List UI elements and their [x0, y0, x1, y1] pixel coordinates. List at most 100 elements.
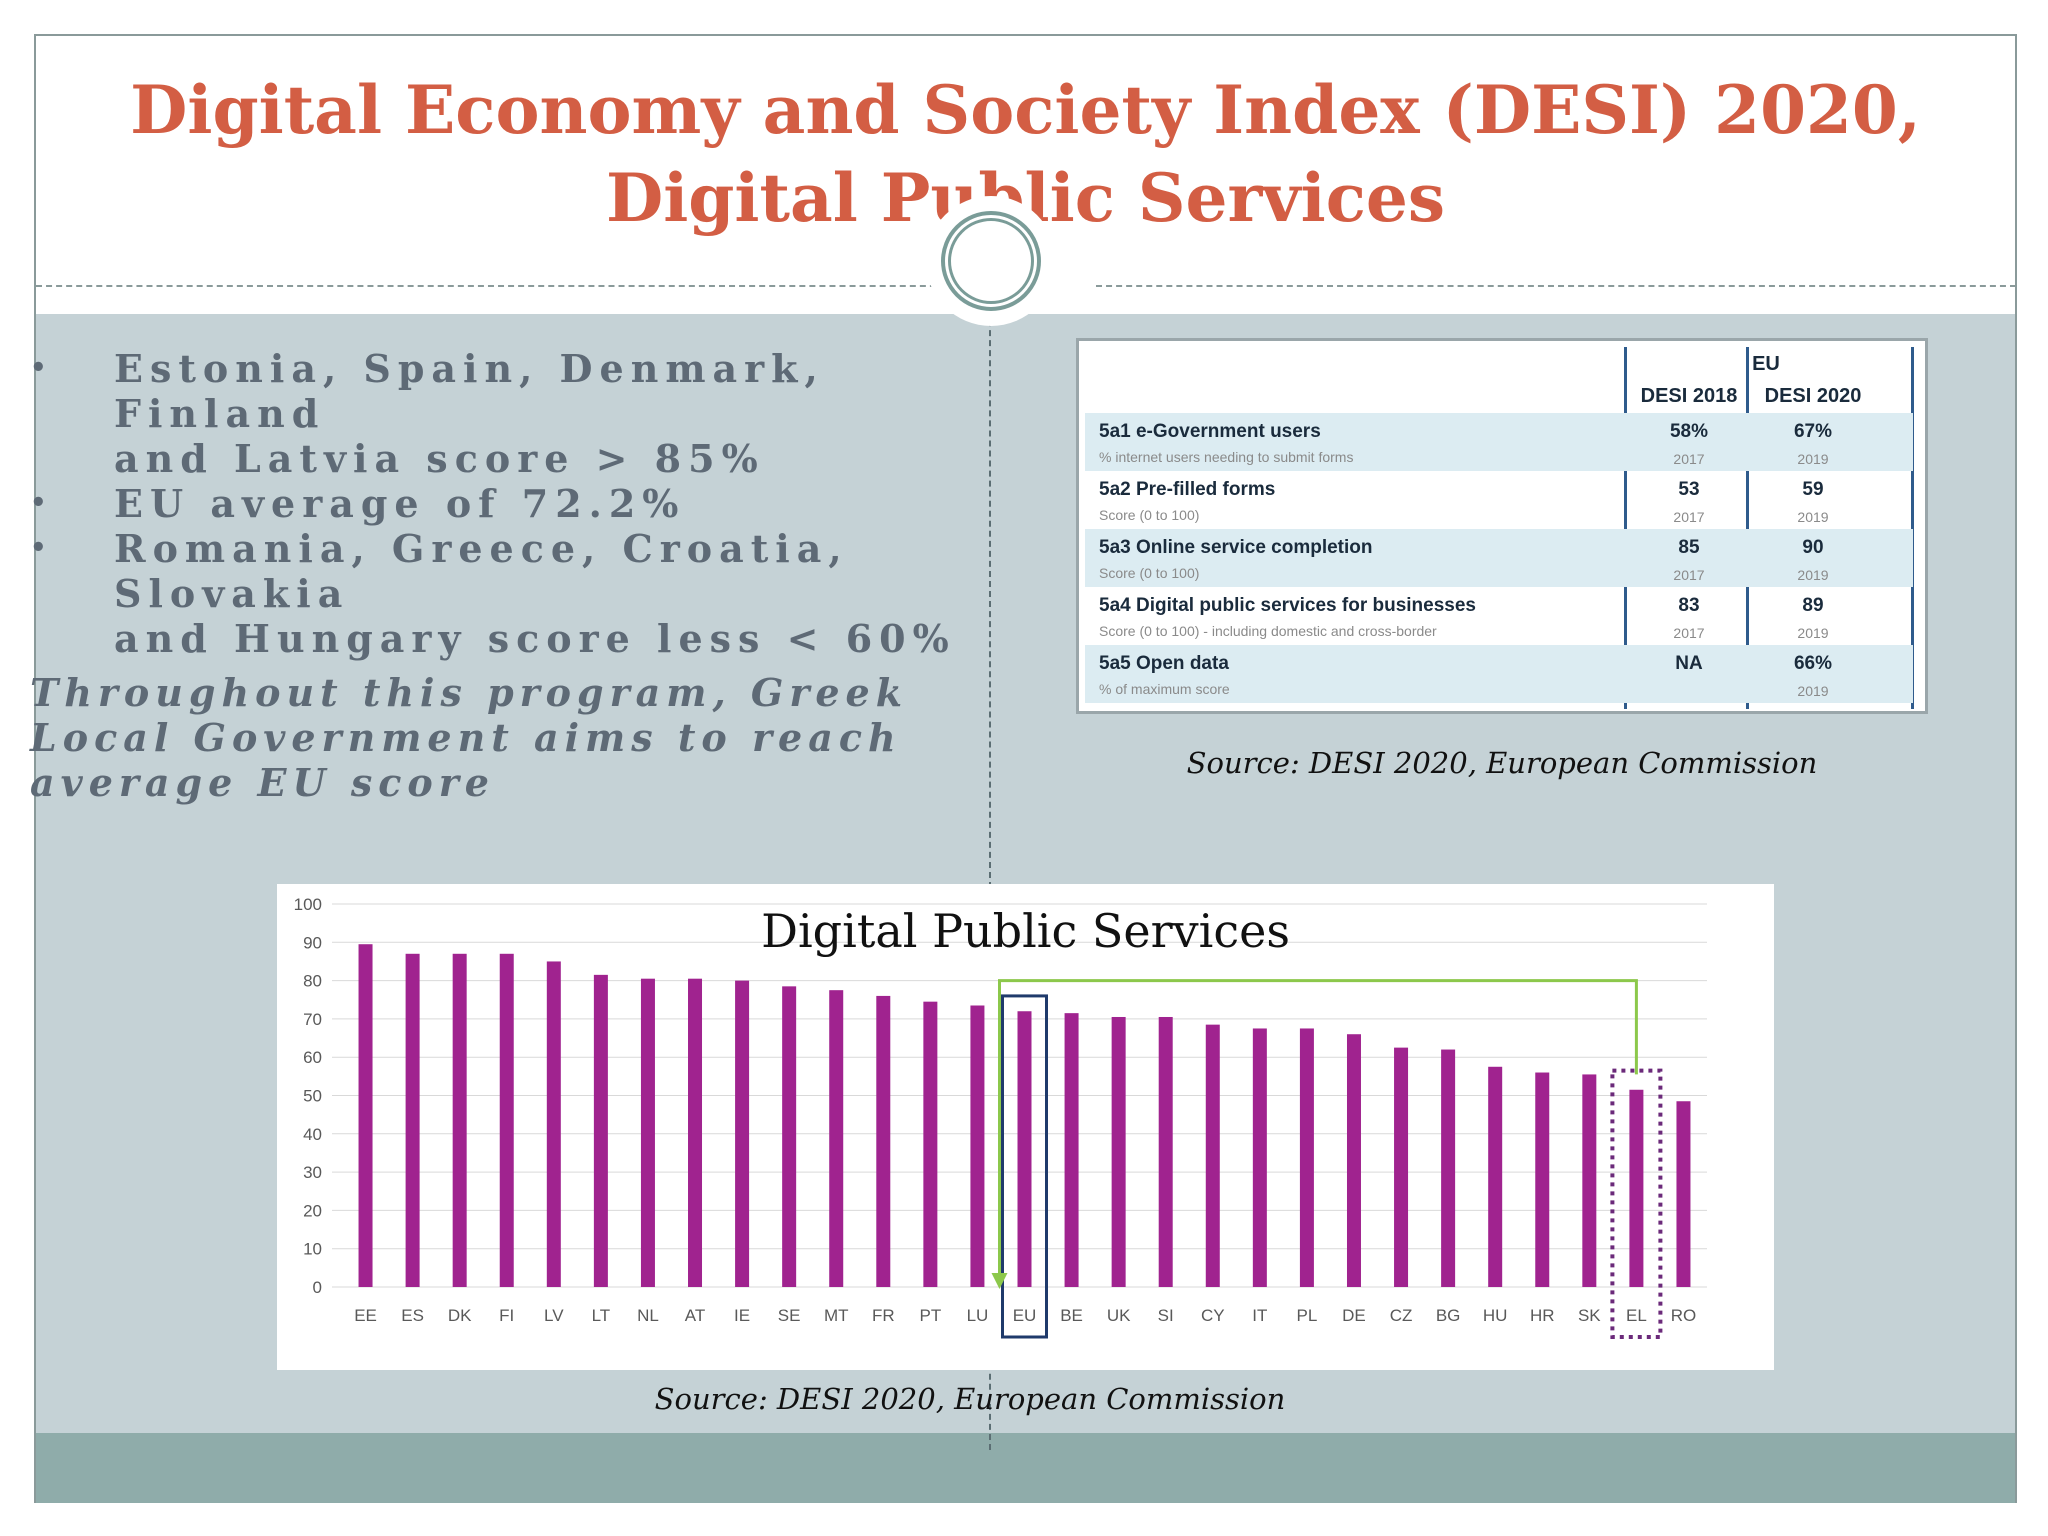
- y-tick-label: 30: [303, 1163, 322, 1182]
- x-tick-label: BE: [1060, 1306, 1083, 1325]
- slide-title-line-1: Digital Economy and Society Index (DESI)…: [130, 71, 1921, 149]
- indicator-unit: % of maximum score: [1099, 681, 1230, 697]
- table-group-header: EU: [1752, 353, 1780, 375]
- vertical-divider: [989, 300, 991, 1450]
- x-tick-label: EU: [1013, 1306, 1037, 1325]
- value-2018: NA: [1675, 653, 1703, 674]
- program-note-line: Throughout this program, Greek: [30, 670, 909, 715]
- year-2020: 2019: [1797, 509, 1829, 525]
- bullet-text-line: Romania, Greece, Croatia, Slovakia: [114, 526, 849, 616]
- x-tick-label: FR: [872, 1306, 895, 1325]
- bar: [499, 953, 514, 1287]
- y-tick-label: 10: [303, 1240, 322, 1259]
- y-tick-label: 40: [303, 1125, 322, 1144]
- indicator-unit: % internet users needing to submit forms: [1099, 449, 1354, 465]
- bullet-text-line: and Hungary score less < 60%: [114, 616, 956, 661]
- y-tick-label: 100: [294, 895, 322, 914]
- x-tick-label: HU: [1483, 1306, 1508, 1325]
- program-note-line: average EU score: [30, 760, 495, 805]
- x-tick-label: DE: [1342, 1306, 1366, 1325]
- bar: [1111, 1016, 1126, 1287]
- x-tick-label: CZ: [1390, 1306, 1413, 1325]
- bar: [876, 995, 891, 1287]
- indicator-name: 5a5 Open data: [1099, 653, 1229, 674]
- table-column-divider: [1911, 347, 1914, 709]
- y-tick-label: 0: [313, 1278, 322, 1297]
- year-2018: 2017: [1673, 625, 1705, 641]
- x-tick-label: EL: [1626, 1306, 1647, 1325]
- y-tick-label: 50: [303, 1087, 322, 1106]
- year-2020: 2019: [1797, 625, 1829, 641]
- program-note-line: Local Government aims to reach: [30, 715, 902, 760]
- bullet-item: • EU average of 72.2%: [30, 481, 1020, 526]
- x-tick-label: MT: [824, 1306, 849, 1325]
- value-2018: 85: [1678, 537, 1700, 558]
- value-2018: 83: [1678, 595, 1700, 616]
- indicator-unit: Score (0 to 100): [1099, 507, 1200, 523]
- bar: [1394, 1047, 1409, 1287]
- footer-band: [36, 1433, 2015, 1503]
- table-column-header: DESI 2018: [1640, 385, 1738, 407]
- circle-ornament-inner-ring: [948, 218, 1034, 304]
- table-column-divider: [1746, 347, 1749, 709]
- year-2020: 2019: [1797, 567, 1829, 583]
- title-divider-left: [36, 285, 956, 287]
- bullet-item: • Estonia, Spain, Denmark, Finland and L…: [30, 346, 1020, 481]
- x-tick-label: CY: [1201, 1306, 1225, 1325]
- x-tick-label: PT: [919, 1306, 941, 1325]
- greece-highlight-box: [1610, 1068, 1663, 1339]
- eu-indicator-table: EU DESI 2018 DESI 2020 5a1 e-Government …: [1076, 338, 1928, 714]
- program-note: Throughout this program, Greek Local Gov…: [30, 670, 930, 805]
- y-tick-label: 70: [303, 1010, 322, 1029]
- bullet-text-line: EU average of 72.2%: [114, 481, 686, 526]
- year-2018: 2017: [1673, 567, 1705, 583]
- x-tick-label: LU: [967, 1306, 989, 1325]
- table-row: 5a3 Online service completion Score (0 t…: [1085, 529, 1913, 587]
- y-tick-label: 90: [303, 933, 322, 952]
- bar: [1441, 1049, 1456, 1287]
- bullet-text-line: Estonia, Spain, Denmark, Finland: [114, 346, 825, 436]
- year-2018: 2017: [1673, 451, 1705, 467]
- y-tick-label: 60: [303, 1048, 322, 1067]
- value-2020: 67%: [1793, 421, 1833, 442]
- x-tick-label: SE: [778, 1306, 801, 1325]
- slide-title: Digital Economy and Society Index (DESI)…: [76, 66, 1975, 242]
- bar: [1017, 1011, 1032, 1287]
- x-tick-label: IE: [734, 1306, 750, 1325]
- bar: [1205, 1024, 1220, 1287]
- bar: [1346, 1034, 1361, 1287]
- x-tick-label: EE: [354, 1306, 377, 1325]
- bar: [970, 1005, 985, 1287]
- x-tick-label: HR: [1530, 1306, 1555, 1325]
- bar: [1252, 1028, 1267, 1287]
- value-2018: 58%: [1669, 421, 1709, 442]
- bullet-dot: •: [30, 353, 47, 383]
- indicator-name: 5a1 e-Government users: [1099, 421, 1321, 442]
- x-tick-label: NL: [637, 1306, 659, 1325]
- indicator-name: 5a4 Digital public services for business…: [1099, 595, 1476, 616]
- value-2020: 66%: [1793, 653, 1833, 674]
- bar: [1629, 1089, 1644, 1287]
- x-tick-label: RO: [1671, 1306, 1697, 1325]
- bullet-text-line: and Latvia score > 85%: [114, 436, 765, 481]
- year-2020: 2019: [1797, 451, 1829, 467]
- x-tick-label: FI: [499, 1306, 514, 1325]
- value-2020: 59: [1802, 479, 1824, 500]
- x-tick-label: IT: [1252, 1306, 1267, 1325]
- indicator-unit: Score (0 to 100) - including domestic an…: [1099, 623, 1437, 639]
- year-2018: 2017: [1673, 509, 1705, 525]
- connector-arrowhead: [991, 1273, 1008, 1289]
- table-row: 5a5 Open data % of maximum score NA 66% …: [1085, 645, 1913, 703]
- chart-container: 0 10 20 30 40 50 60 70 80 90 100 EE ES DK FI LV LT NL AT IE…: [277, 884, 1774, 1370]
- value-2020: 89: [1802, 595, 1824, 616]
- bullet-dot: •: [30, 488, 47, 518]
- x-tick-label: BG: [1436, 1306, 1461, 1325]
- table-row: 5a1 e-Government users % internet users …: [1085, 413, 1913, 471]
- table-column-header: DESI 2020: [1764, 385, 1862, 407]
- bar: [1676, 1101, 1691, 1287]
- x-tick-label: AT: [685, 1306, 705, 1325]
- value-2018: 53: [1678, 479, 1700, 500]
- x-tick-label: SI: [1158, 1306, 1174, 1325]
- bar: [452, 953, 467, 1287]
- eu-highlight-box: [1001, 994, 1048, 1339]
